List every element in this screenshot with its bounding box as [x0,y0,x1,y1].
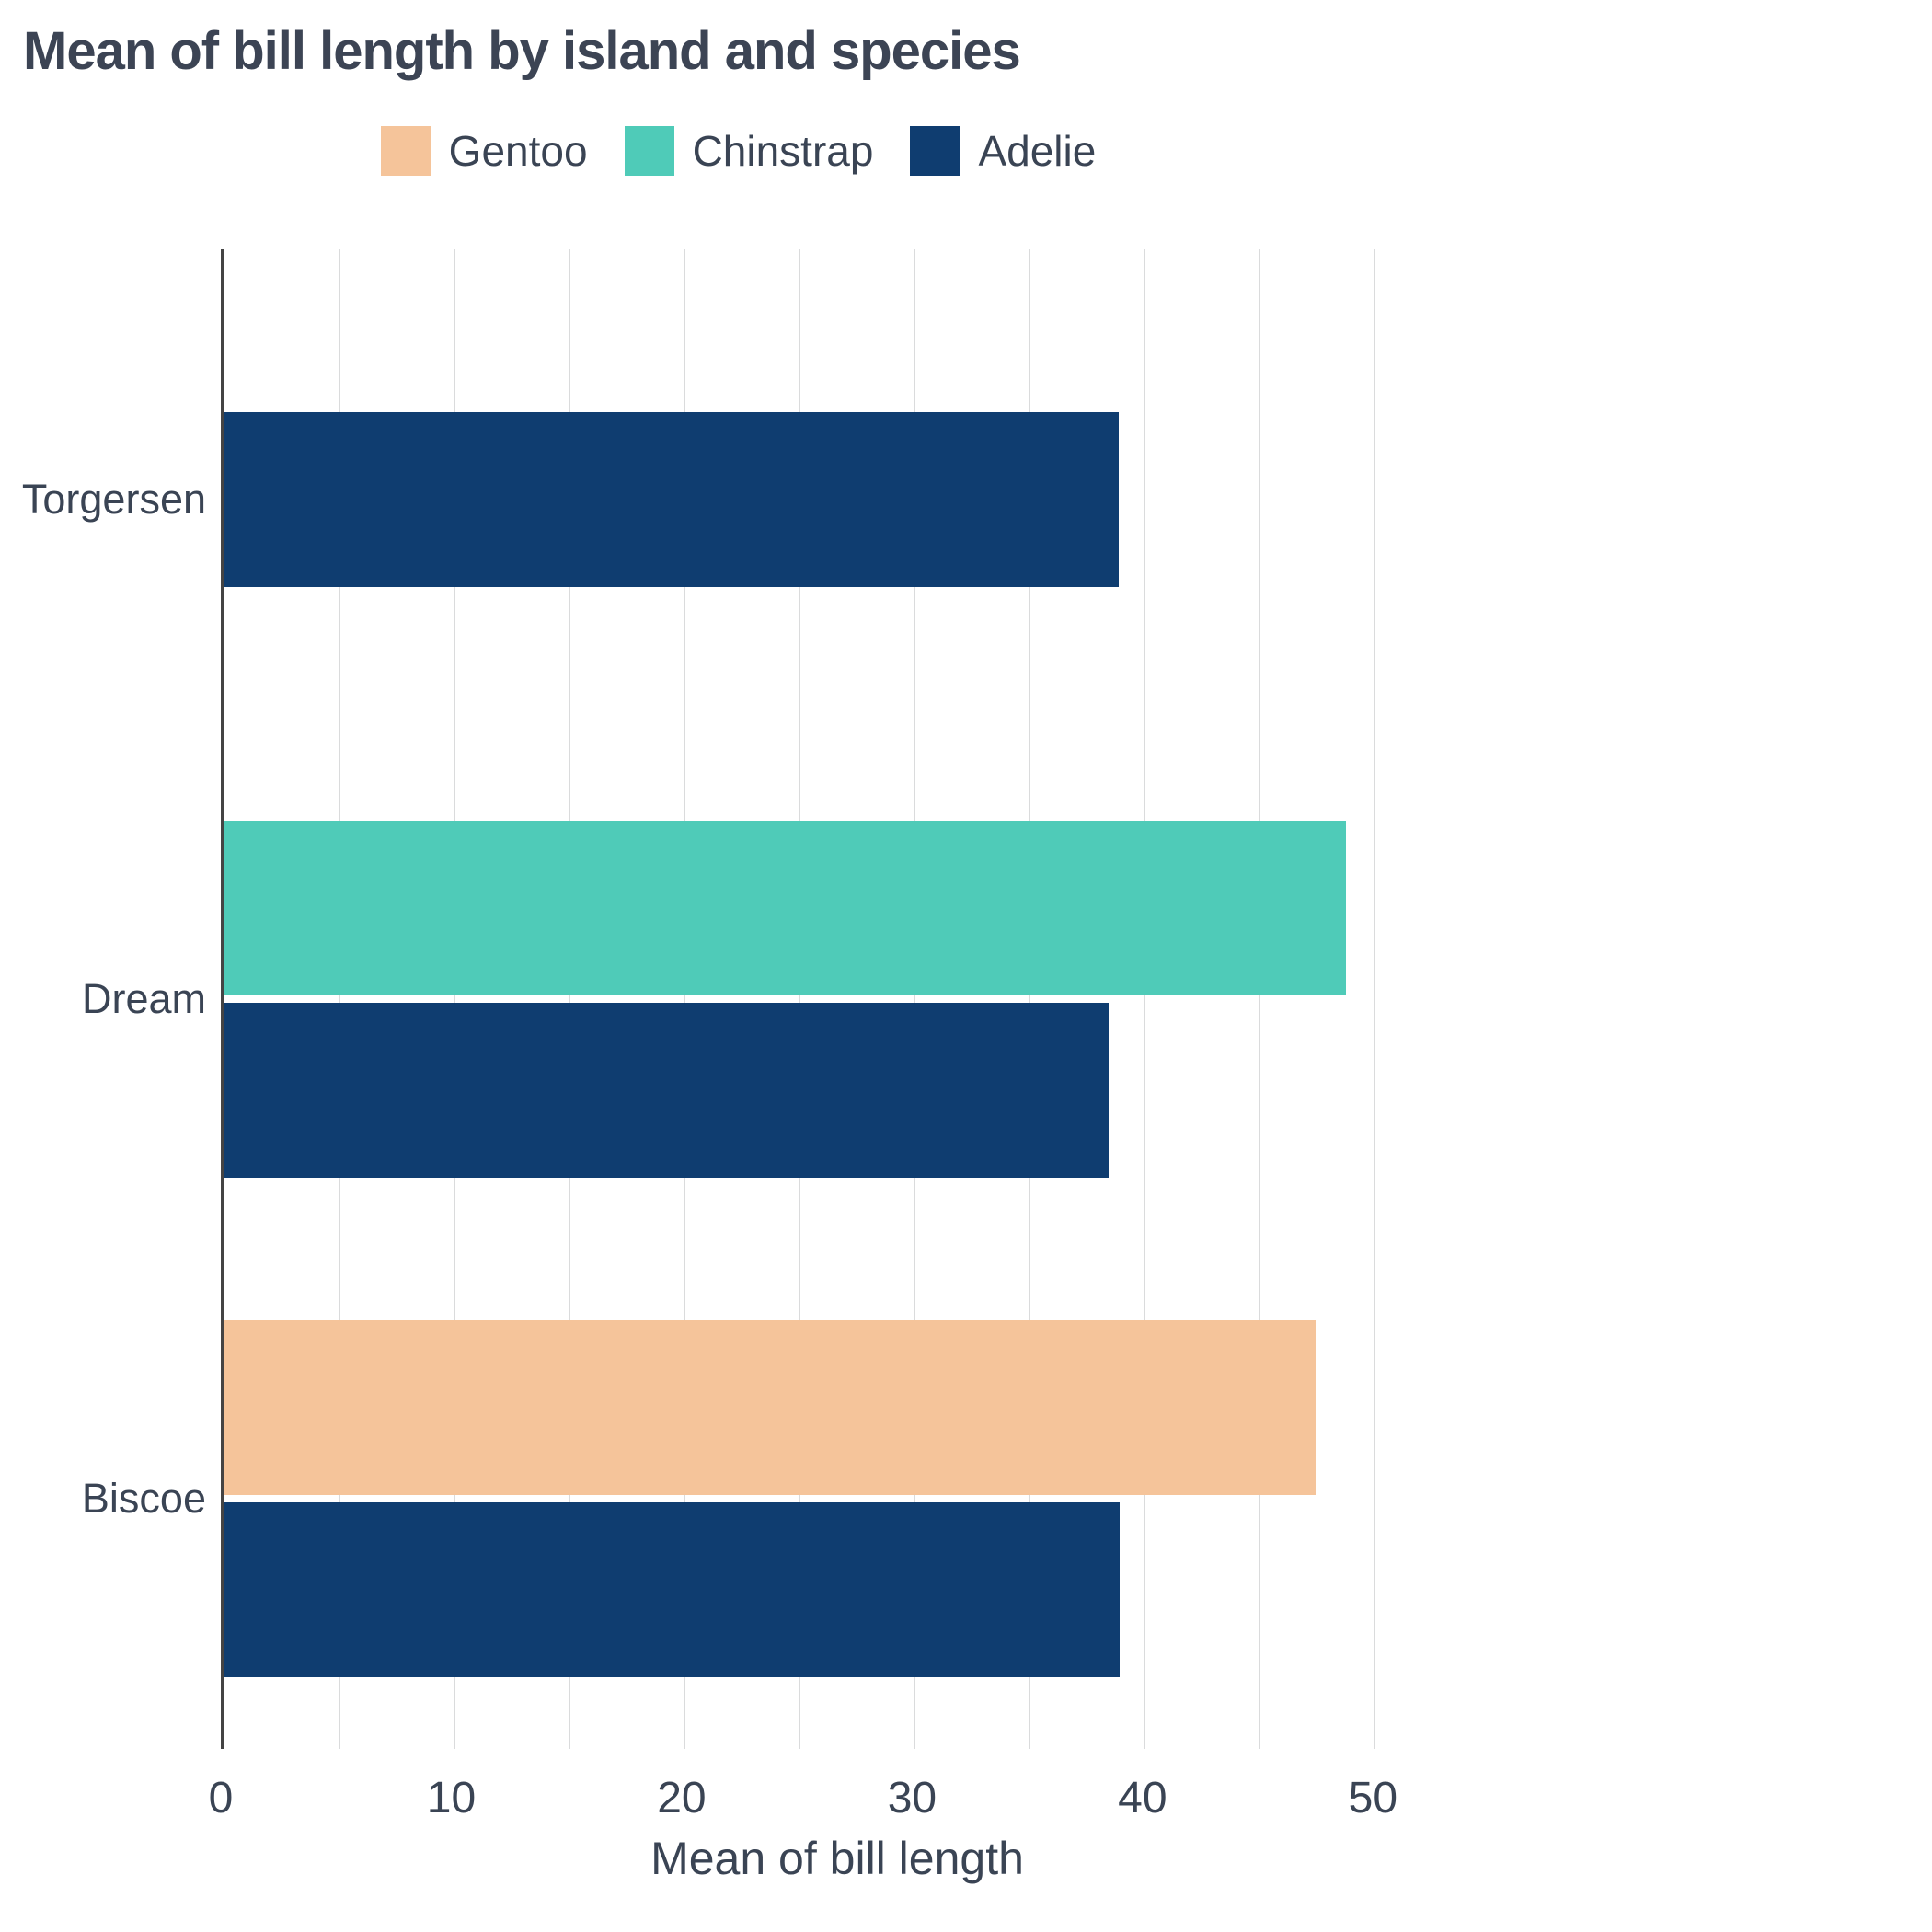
gridline [1373,249,1375,1749]
island-band-torgersen [224,249,1454,749]
x-tick-label-40: 40 [1118,1774,1167,1823]
y-axis-labels: Torgersen Dream Biscoe [21,249,221,1749]
bar-dream-adelie[interactable] [224,1002,1110,1178]
chart-area: Torgersen Dream Biscoe 0 10 20 30 40 50 Mean of… [21,249,1914,1885]
legend-swatch-icon [380,126,431,176]
plot-area [221,249,1454,1749]
legend-label: Gentoo [448,127,588,175]
legend: Gentoo Chinstrap Adelie [23,126,1454,176]
x-axis-ticks: 0 10 20 30 40 50 [209,1749,1454,1832]
gridline [1258,249,1260,1749]
y-axis-label-biscoe: Biscoe [81,1475,206,1523]
x-tick-label-0: 0 [208,1774,234,1823]
x-tick-label-10: 10 [426,1774,477,1823]
legend-swatch-icon [910,126,960,176]
bar-biscoe-gentoo[interactable] [224,1320,1317,1496]
bar-dream-chinstrap[interactable] [224,820,1347,995]
chart-title: Mean of bill length by island and specie… [23,21,1021,81]
bar-biscoe-adelie[interactable] [224,1502,1121,1678]
legend-label: Adelie [978,127,1097,175]
legend-label: Chinstrap [692,127,874,175]
legend-swatch-icon [624,126,674,176]
gridline [1143,249,1145,1749]
gridline [798,249,800,1749]
legend-item-adelie[interactable]: Adelie [910,126,1096,176]
gridline [338,249,340,1749]
x-axis-title: Mean of bill length [650,1833,1024,1884]
gridline [683,249,685,1749]
island-band-biscoe [224,1249,1454,1749]
gridline [453,249,455,1749]
bars-layer [224,249,1454,1749]
y-axis-label-dream: Dream [81,974,206,1022]
chart-page: Mean of bill length by island and specie… [21,21,1914,1885]
bar-torgersen-adelie[interactable] [224,411,1120,587]
legend-item-gentoo[interactable]: Gentoo [380,126,588,176]
gridline [568,249,570,1749]
x-tick-label-30: 30 [887,1774,937,1823]
legend-item-chinstrap[interactable]: Chinstrap [624,126,874,176]
gridline [913,249,915,1749]
x-tick-label-20: 20 [657,1774,707,1823]
x-tick-label-50: 50 [1348,1774,1398,1823]
island-band-dream [224,749,1454,1248]
y-axis-label-torgersen: Torgersen [21,475,206,523]
gridline [1028,249,1030,1749]
